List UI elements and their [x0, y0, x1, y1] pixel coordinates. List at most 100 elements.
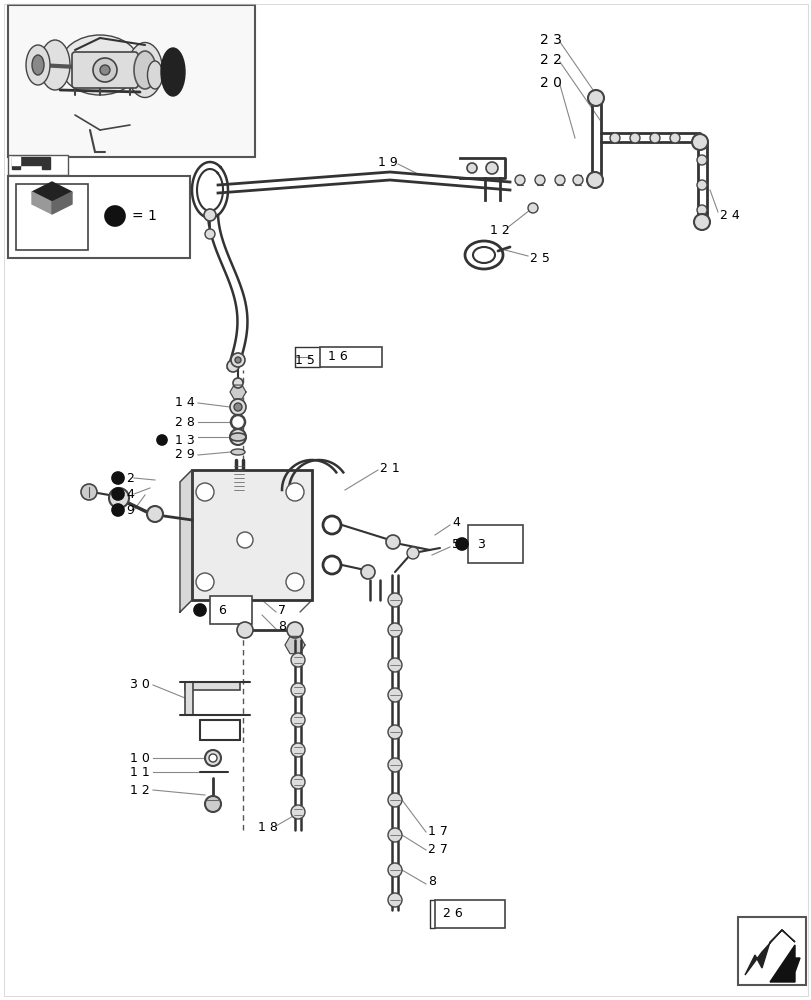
Circle shape [194, 604, 206, 616]
Text: 1 4: 1 4 [175, 396, 195, 410]
Ellipse shape [26, 45, 50, 85]
FancyBboxPatch shape [72, 52, 138, 88]
Text: 1 8: 1 8 [258, 821, 277, 834]
Circle shape [573, 175, 582, 185]
Ellipse shape [134, 51, 156, 89]
Circle shape [290, 743, 305, 757]
Circle shape [388, 658, 401, 672]
Text: 3 0: 3 0 [130, 678, 150, 692]
Circle shape [466, 163, 476, 173]
Circle shape [290, 713, 305, 727]
Text: 2 6: 2 6 [443, 907, 462, 920]
Circle shape [195, 573, 214, 591]
Circle shape [629, 133, 639, 143]
Circle shape [230, 353, 245, 367]
Text: 2 3: 2 3 [539, 33, 561, 47]
Bar [8, 176, 190, 258]
Circle shape [204, 229, 215, 239]
Bar [467, 525, 522, 563]
Text: KIT: KIT [58, 238, 71, 244]
Polygon shape [12, 157, 50, 169]
Circle shape [285, 483, 303, 501]
Circle shape [112, 472, 124, 484]
Circle shape [649, 133, 659, 143]
Circle shape [112, 488, 124, 500]
Text: 7: 7 [277, 603, 285, 616]
Bar [8, 155, 68, 175]
Text: 2 8: 2 8 [175, 416, 195, 428]
Bar [435, 900, 504, 928]
Circle shape [230, 399, 246, 415]
Circle shape [527, 203, 538, 213]
Polygon shape [52, 192, 72, 214]
Ellipse shape [40, 40, 70, 90]
Text: 2 0: 2 0 [539, 76, 561, 90]
Circle shape [93, 58, 117, 82]
Ellipse shape [161, 48, 185, 96]
Circle shape [388, 758, 401, 772]
Circle shape [237, 622, 253, 638]
Circle shape [237, 532, 253, 548]
Circle shape [81, 484, 97, 500]
Circle shape [230, 415, 245, 429]
Circle shape [112, 504, 124, 516]
Circle shape [696, 205, 706, 215]
Circle shape [100, 65, 109, 75]
Circle shape [691, 134, 707, 150]
Circle shape [669, 133, 679, 143]
Circle shape [486, 162, 497, 174]
Text: 2 1: 2 1 [380, 462, 399, 475]
Polygon shape [230, 385, 246, 399]
Circle shape [609, 133, 620, 143]
Text: 2 9: 2 9 [175, 448, 195, 462]
Text: 4: 4 [126, 488, 134, 500]
Text: 1 9: 1 9 [378, 156, 397, 169]
Ellipse shape [127, 43, 162, 98]
Circle shape [361, 565, 375, 579]
Text: 1 1: 1 1 [130, 766, 149, 778]
Text: 2 4: 2 4 [719, 209, 739, 222]
Text: 3: 3 [476, 538, 484, 550]
Circle shape [554, 175, 564, 185]
Circle shape [388, 893, 401, 907]
Circle shape [147, 506, 163, 522]
Circle shape [534, 175, 544, 185]
Circle shape [406, 547, 418, 559]
Circle shape [290, 805, 305, 819]
Polygon shape [32, 192, 52, 214]
Polygon shape [769, 945, 799, 982]
Ellipse shape [230, 449, 245, 455]
Circle shape [227, 360, 238, 372]
Circle shape [204, 750, 221, 766]
Bar [185, 682, 240, 690]
Polygon shape [180, 470, 191, 612]
Text: 6: 6 [217, 603, 225, 616]
Circle shape [109, 488, 129, 508]
Circle shape [388, 863, 401, 877]
Text: 2 2: 2 2 [539, 53, 561, 67]
Text: 1 5: 1 5 [294, 354, 315, 366]
Polygon shape [744, 930, 794, 975]
Circle shape [234, 357, 241, 363]
Text: 1 6: 1 6 [328, 351, 347, 363]
Circle shape [388, 688, 401, 702]
Circle shape [157, 435, 167, 445]
Bar [185, 682, 193, 715]
Circle shape [290, 775, 305, 789]
Circle shape [204, 209, 216, 221]
Circle shape [587, 90, 603, 106]
Bar [320, 347, 381, 367]
Ellipse shape [60, 35, 139, 95]
Text: 2 7: 2 7 [427, 843, 448, 856]
Ellipse shape [230, 433, 246, 441]
Circle shape [586, 172, 603, 188]
Polygon shape [285, 636, 305, 654]
Text: 9: 9 [126, 504, 134, 516]
Bar [210, 596, 251, 624]
Text: 8: 8 [277, 620, 285, 634]
Circle shape [286, 622, 303, 638]
Text: 1 2: 1 2 [489, 224, 509, 237]
Ellipse shape [32, 55, 44, 75]
Bar [16, 184, 88, 250]
Circle shape [233, 378, 242, 388]
